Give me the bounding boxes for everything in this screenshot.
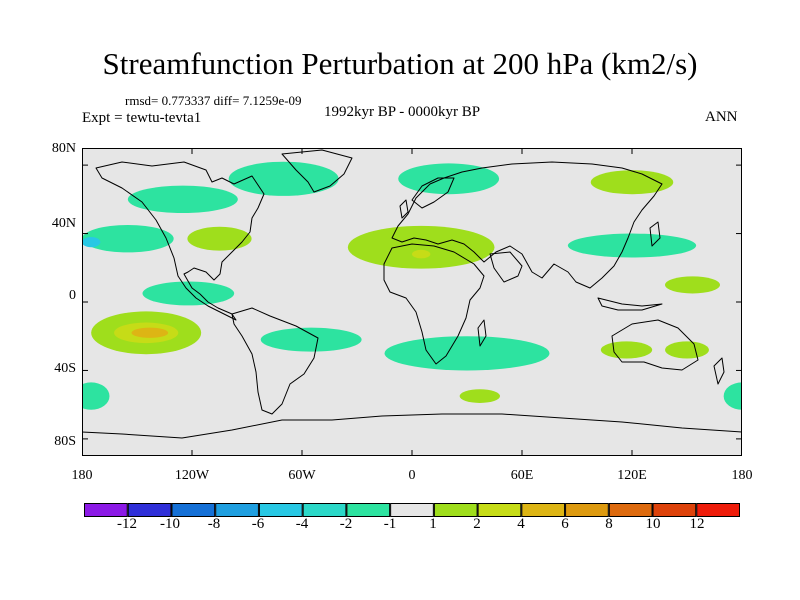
colorbar-box xyxy=(521,503,566,517)
colorbar-box xyxy=(565,503,609,517)
colorbar-label: 2 xyxy=(473,516,481,532)
coastline-south-america xyxy=(231,307,319,415)
colorbar-box xyxy=(477,503,522,517)
colorbar-label: 10 xyxy=(645,516,661,532)
coastline-antarctica xyxy=(82,413,742,439)
negative-anomaly-region xyxy=(260,327,362,352)
plot-title: Streamfunction Perturbation at 200 hPa (… xyxy=(102,46,698,81)
axis-ticks xyxy=(82,148,742,456)
colorbar-box xyxy=(171,503,216,517)
positive-anomaly-region xyxy=(665,276,720,294)
positive-anomaly-region xyxy=(600,341,653,359)
colorbar-label: 8 xyxy=(605,516,613,532)
x-tick-label: 120W xyxy=(174,468,210,483)
positive-anomaly-region xyxy=(131,327,169,338)
x-tick-label: 60W xyxy=(288,468,316,483)
period-label: 1992kyr BP - 0000kyr BP xyxy=(324,104,481,120)
colorbar-box xyxy=(84,503,128,517)
colorbar-box xyxy=(127,503,172,517)
colorbar-box xyxy=(302,503,347,517)
positive-anomaly-region xyxy=(665,341,709,359)
y-tick-label: 40N xyxy=(51,216,76,231)
coastline-scandinavia xyxy=(411,177,455,209)
positive-anomaly-region xyxy=(347,225,495,269)
positive-anomaly-region xyxy=(187,226,252,251)
coastline-greenland xyxy=(281,149,353,193)
y-tick-label: 40S xyxy=(54,361,76,376)
x-tick-label: 0 xyxy=(408,468,416,483)
negative-anomaly-region xyxy=(82,225,174,253)
y-tick-label: 0 xyxy=(69,288,76,303)
coastline-eurasia xyxy=(391,161,663,289)
coastline-arabia xyxy=(489,251,523,283)
rmsd-stats: rmsd= 0.773337 diff= 7.1259e-09 xyxy=(125,93,302,108)
colorbar-label: -10 xyxy=(160,516,180,532)
negative-anomaly-region xyxy=(82,382,110,410)
coastlines xyxy=(82,149,742,439)
colorbar-box xyxy=(608,503,653,517)
experiment-label: Expt = tewtu-tevta1 xyxy=(82,110,202,126)
positive-anomaly-region xyxy=(590,170,674,195)
colorbar-box xyxy=(390,503,434,517)
coastline-indonesia xyxy=(597,297,663,311)
coastline-north-america xyxy=(95,161,265,321)
y-tick-label: 80S xyxy=(54,434,76,449)
negative-anomaly-region xyxy=(142,281,235,306)
anomaly-layer xyxy=(82,161,742,410)
colorbar-label: 4 xyxy=(517,516,525,532)
positive-anomaly-region xyxy=(412,249,431,259)
colorbar-label: -2 xyxy=(339,516,353,532)
season-label: ANN xyxy=(705,109,738,125)
positive-anomaly-region xyxy=(459,389,501,403)
negative-anomaly-region xyxy=(398,163,500,195)
negative-anomaly-region xyxy=(567,233,697,258)
colorbar-box xyxy=(696,503,740,517)
coastline-new-zealand xyxy=(713,357,725,385)
coastline-australia xyxy=(611,319,699,371)
colorbar-box xyxy=(346,503,391,517)
colorbar-label: -12 xyxy=(117,516,137,532)
x-tick-label: 180 xyxy=(731,468,753,483)
colorbar-box xyxy=(652,503,697,517)
negative-anomaly-region xyxy=(384,336,550,371)
colorbar-label: -6 xyxy=(251,516,265,532)
colorbar-label: -1 xyxy=(383,516,397,532)
colorbar-box xyxy=(258,503,303,517)
colorbar-box xyxy=(433,503,478,517)
colorbar-label: -4 xyxy=(295,516,309,532)
coastline-madagascar xyxy=(477,319,487,347)
colorbar-label: -8 xyxy=(207,516,221,532)
x-tick-label: 60E xyxy=(510,468,534,483)
negative-anomaly-region xyxy=(82,236,101,248)
y-tick-label: 80N xyxy=(51,141,76,156)
colorbar-label: 1 xyxy=(429,516,437,532)
colorbar-label: 12 xyxy=(689,516,705,532)
streamfunction-map xyxy=(82,148,742,456)
negative-anomaly-region xyxy=(127,185,238,214)
colorbar xyxy=(84,503,740,517)
coastline-africa xyxy=(383,243,485,365)
coastline-britain xyxy=(399,199,409,219)
colorbar-boxes xyxy=(84,503,740,517)
colorbar-box xyxy=(215,503,259,517)
coastline-japan xyxy=(649,221,661,247)
negative-anomaly-region xyxy=(723,382,742,410)
x-tick-label: 180 xyxy=(71,468,93,483)
colorbar-label: 6 xyxy=(561,516,569,532)
x-tick-label: 120E xyxy=(617,468,647,483)
